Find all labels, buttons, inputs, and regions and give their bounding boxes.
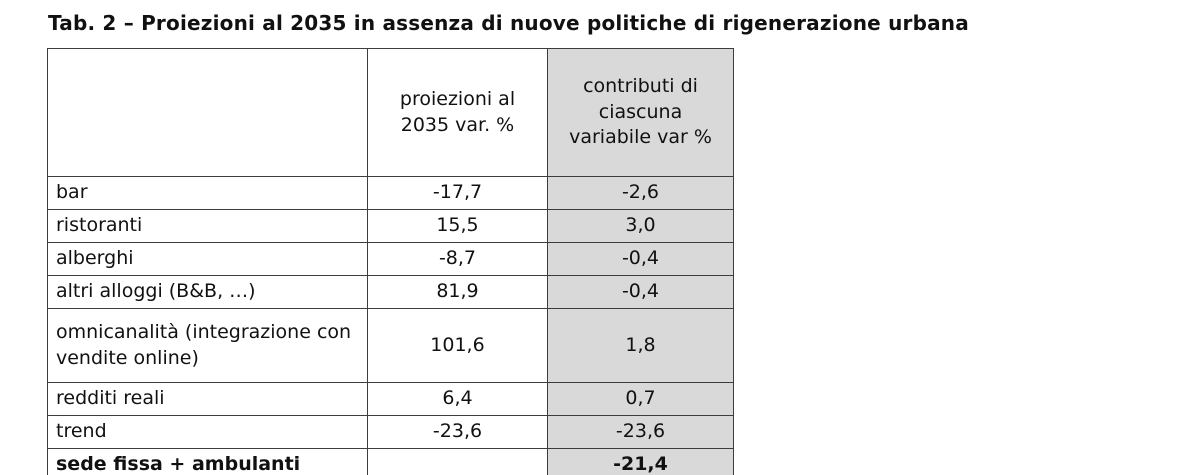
table-row-alberghi: alberghi -8,7 -0,4 — [47, 242, 734, 276]
table-row-sede-fissa-ambulanti: sede fissa + ambulanti -21,4 — [47, 448, 734, 475]
column-header-proiezioni: proiezioni al 2035 var. % — [367, 48, 548, 177]
contributo-value: 1,8 — [547, 308, 734, 383]
proiezione-value: 15,5 — [367, 209, 548, 243]
table-row-redditi-reali: redditi reali 6,4 0,7 — [47, 382, 734, 416]
column-header-contributi: contributi di ciascuna variabile var % — [547, 48, 734, 177]
contributo-value: -0,4 — [547, 275, 734, 309]
table-row-altri-alloggi: altri alloggi (B&B, …) 81,9 -0,4 — [47, 275, 734, 309]
projections-table: proiezioni al 2035 var. % contributi di … — [47, 48, 734, 475]
proiezione-value: 81,9 — [367, 275, 548, 309]
table-row-ristoranti: ristoranti 15,5 3,0 — [47, 209, 734, 243]
row-label: omnicanalità (integrazione con vendite o… — [47, 308, 368, 383]
row-label: alberghi — [47, 242, 368, 276]
proiezione-value — [367, 448, 548, 475]
row-label: redditi reali — [47, 382, 368, 416]
table-row-bar: bar -17,7 -2,6 — [47, 176, 734, 210]
header-row: proiezioni al 2035 var. % contributi di … — [47, 48, 734, 177]
contributo-value: 0,7 — [547, 382, 734, 416]
row-label: sede fissa + ambulanti — [47, 448, 368, 475]
proiezione-value: -23,6 — [367, 415, 548, 449]
proiezione-value: -8,7 — [367, 242, 548, 276]
table-row-omnicanalita: omnicanalità (integrazione con vendite o… — [47, 308, 734, 383]
contributo-value: -0,4 — [547, 242, 734, 276]
contributo-value: 3,0 — [547, 209, 734, 243]
contributo-value: -23,6 — [547, 415, 734, 449]
contributo-value: -21,4 — [547, 448, 734, 475]
row-label: altri alloggi (B&B, …) — [47, 275, 368, 309]
proiezione-value: -17,7 — [367, 176, 548, 210]
table-title: Tab. 2 – Proiezioni al 2035 in assenza d… — [48, 11, 969, 35]
proiezione-value: 101,6 — [367, 308, 548, 383]
row-label: trend — [47, 415, 368, 449]
contributo-value: -2,6 — [547, 176, 734, 210]
table-row-trend: trend -23,6 -23,6 — [47, 415, 734, 449]
proiezione-value: 6,4 — [367, 382, 548, 416]
row-label: bar — [47, 176, 368, 210]
column-header-variable — [47, 48, 368, 177]
row-label: ristoranti — [47, 209, 368, 243]
